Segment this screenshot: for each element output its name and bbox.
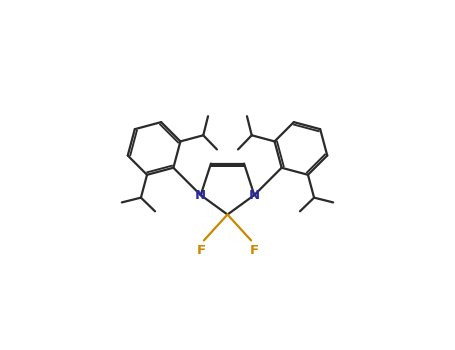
Text: N: N bbox=[195, 189, 206, 202]
Text: F: F bbox=[249, 244, 258, 257]
Text: F: F bbox=[197, 244, 206, 257]
Text: N: N bbox=[249, 189, 260, 202]
